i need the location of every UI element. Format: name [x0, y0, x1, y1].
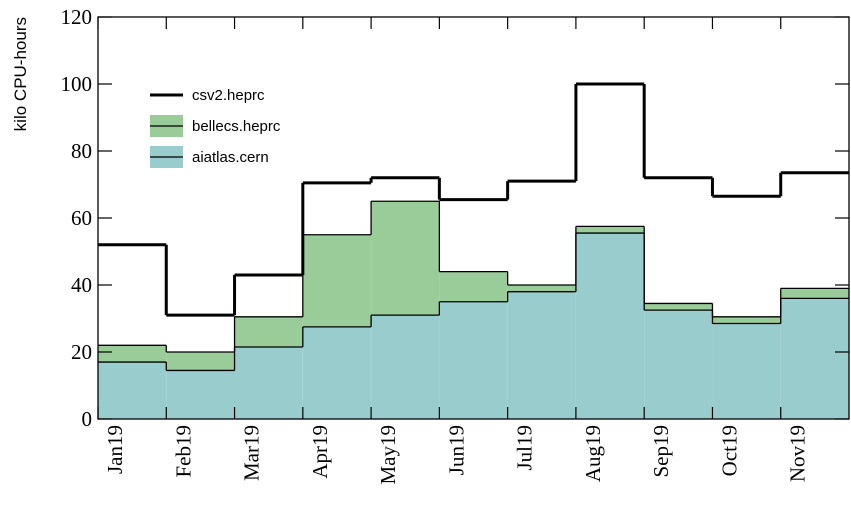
x-tick-label: Oct19: [717, 425, 741, 476]
area-segment: [575, 233, 645, 419]
x-tick-label: Mar19: [240, 425, 264, 481]
x-tick-label: Jun19: [444, 425, 468, 475]
y-tick-label: 60: [71, 206, 92, 230]
x-tick-label: Aug19: [581, 425, 605, 482]
legend-label: bellecs.heprc: [192, 118, 281, 135]
x-tick-label: Sep19: [649, 425, 673, 478]
x-tick-label: May19: [376, 425, 400, 485]
x-tick-label: Nov19: [786, 425, 810, 482]
area-segment: [371, 201, 440, 316]
area-segment: [439, 301, 508, 419]
area-segment: [712, 316, 781, 324]
x-tick-label: Jan19: [103, 425, 127, 474]
area-segment: [644, 310, 713, 419]
area-segment: [507, 291, 576, 419]
y-tick-label: 120: [61, 5, 93, 29]
y-tick-label: 20: [71, 340, 92, 364]
area-segment: [780, 288, 849, 299]
area-segment: [166, 370, 235, 419]
area-segment: [507, 285, 576, 292]
area-segment: [439, 271, 508, 302]
area-segment: [302, 326, 372, 419]
area-segment: [166, 352, 235, 371]
area-segment: [302, 234, 372, 327]
y-tick-label: 100: [61, 72, 93, 96]
x-tick-label: Apr19: [308, 425, 332, 479]
area-segment: [780, 298, 849, 419]
area-segment: [98, 345, 167, 363]
area-segment: [371, 315, 440, 419]
legend-label: aiatlas.cern: [192, 149, 269, 166]
area-segment: [644, 303, 713, 311]
area-segment: [98, 362, 167, 419]
area-segment: [712, 323, 781, 419]
area-segment: [575, 226, 645, 234]
area-segment: [234, 316, 303, 347]
legend-label: csv2.heprc: [192, 87, 265, 104]
y-axis-label: kilo CPU-hours: [11, 17, 30, 131]
x-tick-label: Feb19: [171, 425, 195, 478]
x-tick-label: Jul19: [513, 425, 537, 471]
y-tick-label: 0: [82, 407, 93, 431]
y-tick-label: 40: [71, 273, 92, 297]
area-segment: [234, 346, 303, 419]
y-tick-label: 80: [71, 139, 92, 163]
